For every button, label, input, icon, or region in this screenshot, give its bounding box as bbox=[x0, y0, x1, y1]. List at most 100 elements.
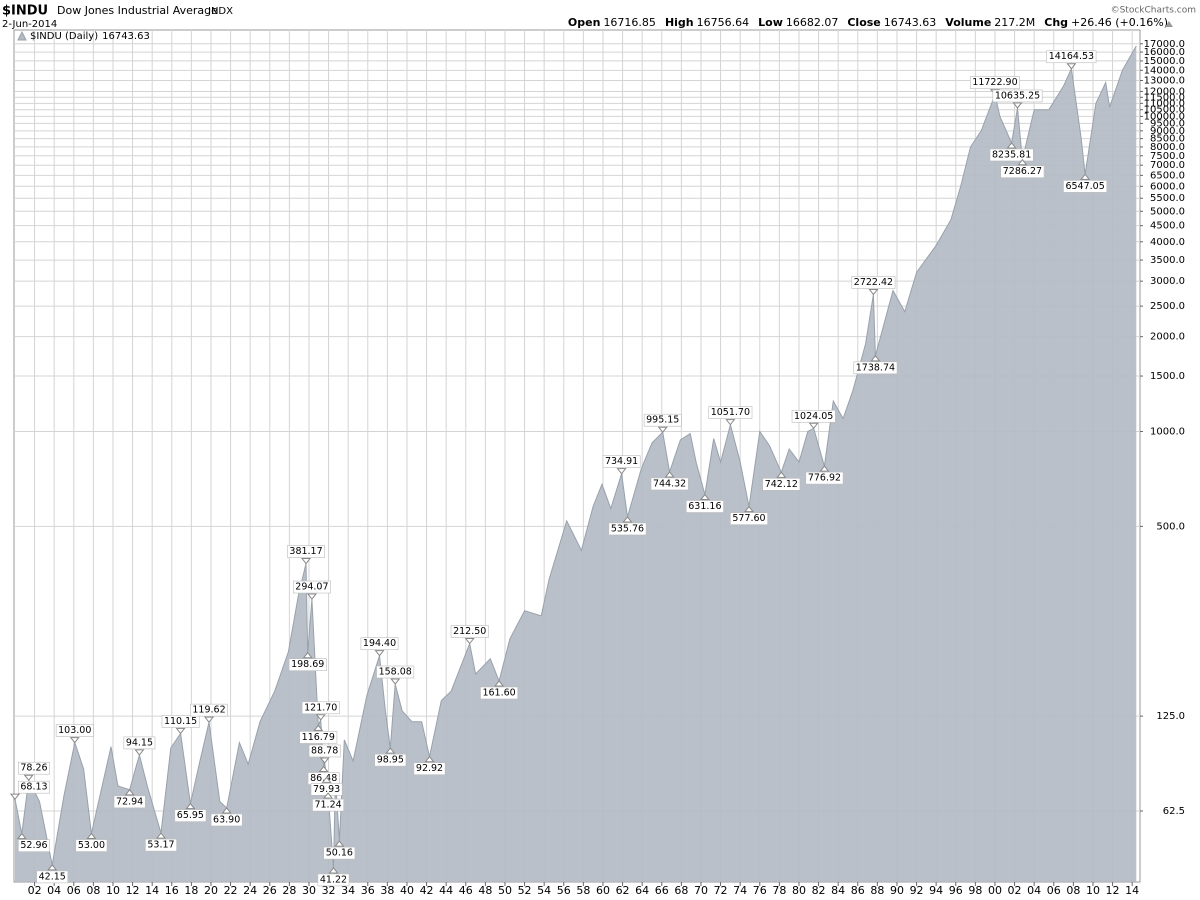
point-marker bbox=[124, 789, 135, 796]
y-tick-label: 14000.0 bbox=[1144, 65, 1185, 76]
point-marker bbox=[321, 776, 332, 783]
x-tick-label: 22 bbox=[224, 884, 238, 897]
x-tick-label: 86 bbox=[851, 884, 865, 897]
point-marker bbox=[464, 638, 475, 645]
label-box bbox=[643, 413, 682, 427]
data-label: 119.62 bbox=[192, 705, 225, 716]
y-tick-label: 2000.0 bbox=[1150, 332, 1185, 343]
data-label: 103.00 bbox=[58, 725, 91, 736]
point-marker bbox=[622, 516, 633, 523]
x-tick-label: 64 bbox=[635, 884, 649, 897]
data-label: 14164.53 bbox=[1049, 51, 1094, 62]
data-label: 11722.90 bbox=[972, 77, 1017, 88]
point-marker bbox=[69, 737, 80, 744]
label-box bbox=[299, 731, 338, 744]
y-tick-label: 2500.0 bbox=[1150, 301, 1185, 312]
label-box bbox=[851, 276, 896, 289]
point-marker bbox=[175, 727, 186, 735]
label-box bbox=[323, 846, 356, 860]
point-marker bbox=[203, 716, 215, 723]
data-label: 68.13 bbox=[20, 782, 47, 793]
x-tick-label: 16 bbox=[165, 884, 179, 897]
label-box bbox=[287, 545, 325, 558]
x-tick-label: 28 bbox=[282, 884, 296, 897]
quote-name: Chg bbox=[1044, 16, 1068, 29]
label-box bbox=[161, 715, 200, 728]
date: 2-Jun-2014 bbox=[2, 19, 57, 30]
legend-swatch bbox=[17, 30, 27, 41]
point-marker bbox=[868, 288, 879, 296]
point-marker bbox=[699, 493, 710, 501]
point-marker bbox=[134, 749, 145, 756]
data-label: 631.16 bbox=[688, 501, 721, 512]
point-marker bbox=[494, 680, 505, 687]
label-box bbox=[376, 665, 415, 679]
label-box bbox=[602, 455, 641, 468]
x-tick-label: 42 bbox=[420, 884, 434, 897]
data-label: 110.15 bbox=[164, 716, 197, 727]
y-tick-label: 8500.0 bbox=[1150, 134, 1185, 145]
label-box bbox=[36, 870, 69, 884]
label-box bbox=[762, 478, 801, 491]
data-label: 10635.25 bbox=[995, 90, 1040, 101]
point-marker bbox=[657, 426, 668, 433]
label-box bbox=[18, 780, 50, 794]
y-tick-label: 12000.0 bbox=[1144, 86, 1185, 97]
data-label: 53.00 bbox=[78, 840, 105, 851]
quote-value: 16743.63 bbox=[884, 16, 937, 29]
x-tick-label: 12 bbox=[1106, 884, 1120, 897]
data-label: 53.17 bbox=[147, 840, 174, 851]
quote-name: Volume bbox=[945, 16, 991, 29]
x-tick-label: 18 bbox=[184, 884, 198, 897]
data-label: 116.79 bbox=[302, 732, 335, 743]
data-label: 88.78 bbox=[311, 745, 338, 756]
y-tick-label: 11000.0 bbox=[1144, 98, 1185, 109]
point-marker bbox=[16, 832, 27, 840]
x-tick-label: 50 bbox=[498, 884, 512, 897]
point-marker bbox=[86, 832, 97, 840]
label-box bbox=[791, 409, 836, 423]
point-marker bbox=[1012, 102, 1023, 109]
x-tick-label: 94 bbox=[929, 884, 943, 897]
label-box bbox=[480, 686, 519, 700]
label-box bbox=[317, 873, 350, 887]
data-label: 1051.70 bbox=[711, 407, 750, 418]
y-tick-label: 9500.0 bbox=[1150, 118, 1185, 129]
x-tick-label: 10 bbox=[1086, 884, 1100, 897]
data-label: 2722.42 bbox=[854, 277, 893, 288]
point-marker bbox=[221, 807, 232, 814]
quote-name: High bbox=[665, 16, 694, 29]
x-tick-label: 36 bbox=[361, 884, 375, 897]
data-label: 92.92 bbox=[416, 763, 443, 774]
x-tick-label: 70 bbox=[694, 884, 708, 897]
point-marker bbox=[319, 757, 330, 764]
x-tick-label: 02 bbox=[28, 884, 42, 897]
label-box bbox=[805, 471, 844, 485]
x-tick-label: 48 bbox=[478, 884, 492, 897]
y-tick-label: 4500.0 bbox=[1150, 221, 1185, 232]
data-label: 86.48 bbox=[310, 773, 337, 784]
data-label: 734.91 bbox=[605, 456, 638, 467]
x-tick-label: 14 bbox=[1125, 884, 1139, 897]
x-tick-label: 72 bbox=[714, 884, 728, 897]
x-tick-label: 02 bbox=[1008, 884, 1022, 897]
data-label: 8235.81 bbox=[992, 149, 1031, 160]
x-tick-label: 06 bbox=[1047, 884, 1061, 897]
x-tick-label: 90 bbox=[890, 884, 904, 897]
x-tick-label: 68 bbox=[674, 884, 688, 897]
y-tick-label: 8000.0 bbox=[1150, 142, 1185, 153]
label-box bbox=[55, 724, 94, 737]
y-tick-label: 10500.0 bbox=[1144, 105, 1185, 116]
label-box bbox=[288, 658, 327, 671]
point-marker bbox=[315, 714, 326, 721]
x-tick-label: 24 bbox=[243, 884, 257, 897]
y-tick-label: 1500.0 bbox=[1150, 371, 1185, 382]
y-tick-label: 3500.0 bbox=[1150, 255, 1185, 266]
label-box bbox=[308, 744, 341, 758]
x-tick-label: 80 bbox=[792, 884, 806, 897]
scroll-icon bbox=[1165, 21, 1173, 27]
data-label: 198.69 bbox=[291, 659, 324, 670]
symbol: $INDU bbox=[2, 4, 48, 19]
quote-name: Close bbox=[847, 16, 880, 29]
point-marker bbox=[776, 471, 787, 478]
